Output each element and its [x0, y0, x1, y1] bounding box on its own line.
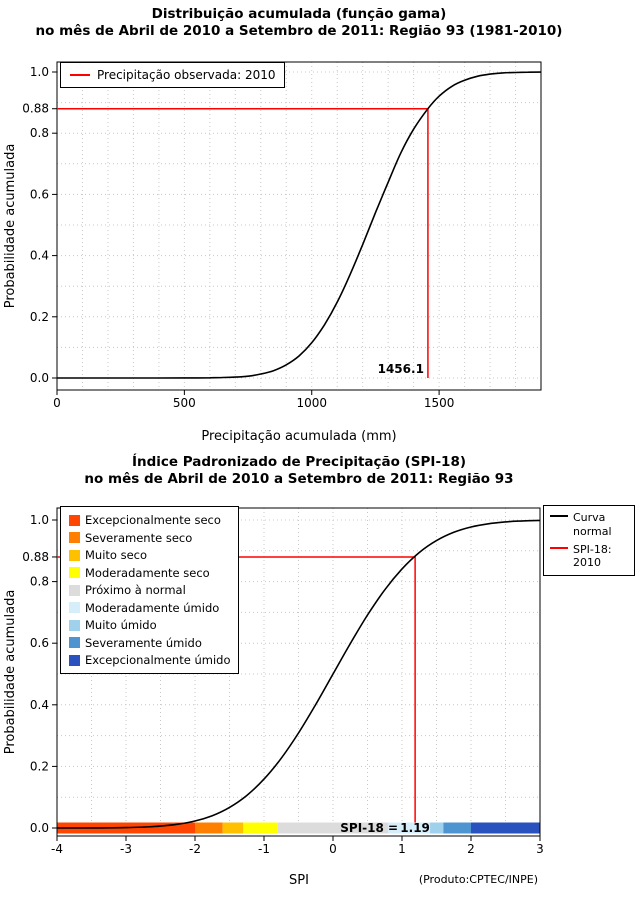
legend-entry: Curva normal — [550, 511, 628, 539]
observed-value-label: 1456.1 — [378, 362, 424, 376]
spi-scale-segment — [277, 822, 389, 834]
cdf-curve — [56, 519, 541, 829]
legend-entry: SPI-18: 2010 — [550, 543, 628, 571]
plot-border — [56, 507, 541, 837]
y-tick-label: 1.0 — [30, 513, 49, 527]
spi-scale-segment — [422, 822, 444, 834]
category-swatch — [69, 549, 80, 561]
category-swatch — [69, 567, 80, 578]
observed-legend: Precipitação observada: 2010 — [60, 62, 286, 88]
category-label: Próximo à normal — [85, 583, 186, 597]
gamma-cdf-chart: Distribuição acumulada (função gama) no … — [3, 6, 563, 444]
category-swatch — [69, 654, 80, 666]
legend-label: Precipitação observada: 2010 — [97, 68, 276, 82]
category-legend-entry: Moderadamente seco — [69, 566, 230, 580]
spi-cdf-chart: Índice Padronizado de Precipitação (SPI-… — [0, 450, 640, 900]
y-axis-label: Probabilidade acumulada — [3, 590, 18, 755]
x-tick-label: -3 — [120, 842, 132, 856]
line-sample — [550, 546, 568, 549]
chart-subtitle: no mês de Abril de 2010 a Setembro de 20… — [36, 23, 563, 39]
chart-title: Índice Padronizado de Precipitação (SPI-… — [132, 453, 466, 470]
spi-scale-segment — [222, 822, 244, 834]
category-swatch — [69, 514, 80, 526]
spi-scale-segment — [243, 822, 278, 834]
category-swatch — [69, 637, 80, 648]
y-tick-label: 0.4 — [30, 249, 49, 263]
spi-value-label: SPI-18 = — [340, 821, 398, 835]
category-label: Muito úmido — [85, 618, 157, 632]
spi-scale-segment — [195, 822, 223, 834]
line-sample — [550, 515, 568, 517]
y-tick-label: 0.8 — [30, 126, 49, 140]
category-label: Severamente úmido — [85, 635, 202, 650]
spi-value: 1.19 — [400, 821, 430, 835]
cdf-curve — [56, 71, 542, 379]
x-axis-label: Precipitação acumulada (mm) — [201, 429, 396, 444]
y-tick-label: 0.6 — [30, 636, 49, 650]
y-tick-label: 0.2 — [30, 310, 49, 324]
gamma-plot-content: 0 500 1000 1500 0.0 0.2 0.4 0.6 0.8 1.0 0.88 1456.1 — [22, 61, 542, 410]
chart-subtitle: no mês de Abril de 2010 a Setembro de 20… — [84, 471, 513, 487]
x-tick-label: 0 — [53, 396, 61, 410]
y-axis-label: Probabilidade acumulada — [3, 144, 18, 309]
product-footnote: (Produto:CPTEC/INPE) — [419, 873, 538, 886]
category-swatch — [69, 602, 80, 613]
x-tick-label: 3 — [536, 842, 544, 856]
category-swatch — [69, 619, 80, 631]
x-tick-label: 2 — [467, 842, 475, 856]
x-tick-label: 1 — [398, 842, 406, 856]
y-tick-label: 0.0 — [30, 821, 49, 835]
category-legend-entry: Excepcionalmente seco — [69, 513, 230, 527]
legend-label: Curva normal — [573, 511, 612, 538]
y-tick-label: 1.0 — [30, 65, 49, 79]
y-tick-label: 0.0 — [30, 371, 49, 385]
category-label: Severamente seco — [85, 530, 193, 545]
category-legend-entry: Severamente seco — [69, 531, 230, 545]
spi-value-highlight — [400, 822, 431, 834]
category-legend-entry: Muito seco — [69, 548, 230, 562]
category-label: Moderadamente úmido — [85, 600, 220, 615]
special-ytick-label: 0.88 — [22, 550, 49, 564]
y-tick-label: 0.6 — [30, 187, 49, 201]
category-label: Excepcionalmente seco — [85, 513, 221, 527]
y-tick-label: 0.4 — [30, 698, 49, 712]
x-tick-label: -4 — [51, 842, 63, 856]
x-tick-label: 1000 — [296, 396, 327, 410]
spi-scale-segment — [443, 822, 471, 834]
curve-legend: Curva normal SPI-18: 2010 — [543, 505, 635, 576]
category-label: Muito seco — [85, 548, 148, 562]
spi-scale-segment — [471, 822, 540, 834]
category-legend-entry: Severamente úmido — [69, 636, 230, 650]
spi-category-legend: Excepcionalmente seco Severamente seco Mui… — [60, 506, 240, 674]
category-label: Excepcionalmente úmido — [85, 653, 231, 667]
x-axis-label: SPI — [289, 873, 309, 888]
category-legend-entry: Próximo à normal — [69, 583, 230, 597]
category-legend-entry: Moderadamente úmido — [69, 601, 230, 615]
x-tick-label: -2 — [189, 842, 201, 856]
chart-title: Distribuição acumulada (função gama) — [152, 6, 447, 22]
category-legend-entry: Muito úmido — [69, 618, 230, 632]
observed-marker-line — [57, 107, 429, 378]
y-tick-label: 0.8 — [30, 575, 49, 589]
x-tick-label: -1 — [258, 842, 270, 856]
special-ytick-label: 0.88 — [22, 102, 49, 116]
category-label: Moderadamente seco — [85, 565, 210, 580]
y-tick-label: 0.2 — [30, 759, 49, 773]
legend-label: SPI-18: 2010 — [573, 542, 612, 570]
x-tick-label: 0 — [329, 842, 337, 856]
x-tick-label: 1500 — [424, 396, 455, 410]
plot-border — [56, 61, 542, 391]
category-swatch — [69, 532, 80, 543]
gamma-plot-svg: Distribuição acumulada (função gama) no … — [3, 6, 563, 444]
x-tick-label: 500 — [173, 396, 196, 410]
category-legend-entry: Excepcionalmente úmido — [69, 653, 230, 667]
category-swatch — [69, 584, 80, 596]
red-line-sample — [70, 74, 90, 76]
